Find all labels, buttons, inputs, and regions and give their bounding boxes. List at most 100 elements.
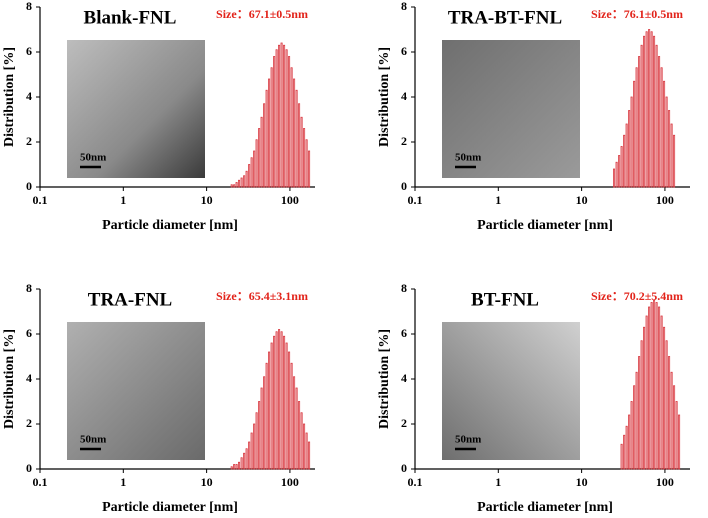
x-axis-label: Particle diameter [nm]: [102, 500, 238, 515]
bar: [245, 170, 248, 188]
panel-title: BT-FNL: [471, 289, 539, 310]
bar: [643, 326, 646, 470]
bar: [255, 139, 258, 188]
bar: [658, 56, 661, 188]
bar: [248, 441, 251, 470]
y-tick-label: 4: [401, 89, 407, 103]
x-tick-label: 100: [656, 193, 674, 207]
bar: [660, 67, 663, 188]
y-tick-label: 4: [26, 89, 32, 103]
bar: [665, 340, 668, 470]
x-tick-label: 100: [281, 475, 299, 489]
x-tick-label: 10: [576, 475, 588, 489]
bar: [670, 123, 673, 188]
bar: [230, 466, 233, 470]
bar: [308, 150, 311, 188]
y-tick-label: 8: [401, 281, 407, 295]
bar: [678, 414, 681, 470]
panel-title: Blank-FNL: [84, 7, 177, 28]
bar: [275, 331, 278, 470]
bar: [645, 31, 648, 188]
x-tick-label: 0.1: [33, 193, 48, 207]
bar: [260, 387, 263, 470]
bar: [628, 414, 631, 470]
y-tick-label: 0: [26, 461, 32, 475]
bar: [638, 56, 641, 188]
bar: [633, 385, 636, 470]
bar: [273, 335, 276, 470]
bar: [650, 302, 653, 470]
bar: [625, 123, 628, 188]
scale-bar-label: 50nm: [455, 434, 481, 446]
bar: [278, 44, 281, 188]
y-tick-label: 6: [401, 326, 407, 340]
bar: [628, 110, 631, 188]
bar: [675, 401, 678, 470]
bar: [255, 412, 258, 470]
y-tick-label: 8: [26, 0, 32, 13]
bar: [645, 315, 648, 470]
bar: [623, 434, 626, 470]
bar: [625, 425, 628, 470]
x-tick-label: 0.1: [408, 193, 423, 207]
bar: [293, 78, 296, 188]
bar: [238, 461, 241, 470]
bar: [665, 96, 668, 188]
bar: [668, 110, 671, 188]
y-tick-label: 2: [401, 134, 407, 148]
bar: [653, 299, 656, 470]
bar: [630, 401, 633, 470]
bar: [290, 362, 293, 470]
bar: [248, 164, 251, 188]
x-tick-label: 1: [495, 475, 501, 489]
x-tick-label: 10: [576, 193, 588, 207]
x-tick-label: 100: [656, 475, 674, 489]
bar: [288, 351, 291, 470]
x-axis-label: Particle diameter [nm]: [477, 500, 613, 515]
x-tick-label: 10: [201, 193, 213, 207]
bar: [640, 44, 643, 188]
bar: [663, 80, 666, 188]
size-annotation: Size：76.1±0.5nm: [591, 7, 683, 21]
bar: [240, 177, 243, 188]
bar: [258, 128, 261, 188]
bar: [290, 67, 293, 188]
panel: 50nm 0 2 4 6 8 0.1 1 10 100 Particle diameter [nm]…: [2, 0, 315, 233]
bar: [308, 441, 311, 470]
bar: [233, 184, 236, 188]
bar: [243, 175, 246, 188]
tem-image: [67, 40, 205, 178]
bar: [298, 401, 301, 470]
bar: [273, 56, 276, 188]
tem-image: [442, 40, 580, 178]
bar: [668, 356, 671, 470]
panel: 50nm 0 2 4 6 8 0.1 1 10 100 Particle diameter [nm]…: [2, 281, 315, 515]
y-tick-label: 8: [26, 281, 32, 295]
bar: [658, 306, 661, 470]
y-axis-label: Distribution [%]: [2, 47, 17, 147]
bar: [258, 401, 261, 470]
bar: [635, 371, 638, 470]
y-axis-label: Distribution [%]: [377, 47, 392, 147]
bar: [280, 331, 283, 470]
x-tick-label: 0.1: [33, 475, 48, 489]
y-tick-label: 2: [26, 416, 32, 430]
y-tick-label: 0: [26, 179, 32, 193]
bar: [270, 342, 273, 470]
bar: [268, 78, 271, 188]
bar: [265, 89, 268, 188]
bar: [250, 432, 253, 470]
x-tick-label: 100: [281, 193, 299, 207]
bar: [300, 116, 303, 188]
panel: 50nm 0 2 4 6 8 0.1 1 10 100 Particle diameter [nm]…: [377, 281, 690, 515]
bar: [630, 96, 633, 188]
y-axis-label: Distribution [%]: [377, 329, 392, 429]
y-tick-label: 6: [26, 326, 32, 340]
bar: [620, 146, 623, 188]
bar: [653, 35, 656, 188]
bar: [285, 49, 288, 188]
bar: [253, 423, 256, 470]
bar: [303, 423, 306, 470]
y-tick-label: 2: [401, 416, 407, 430]
